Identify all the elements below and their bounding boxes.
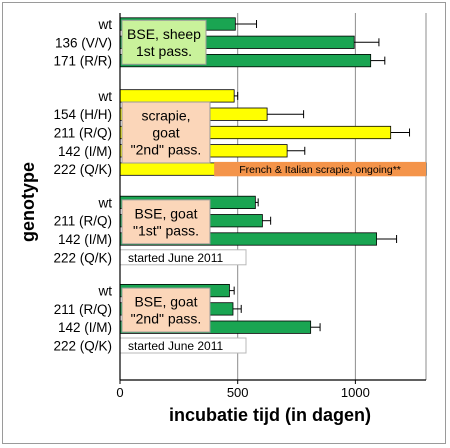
group-label-line: scrapie, [141, 108, 190, 124]
group-label-box-0 [121, 19, 207, 65]
genotype-label: wt [98, 17, 113, 32]
group-label-line: BSE, sheep [127, 26, 201, 42]
genotype-label: 211 (R/Q) [54, 126, 112, 141]
genotype-label: wt [98, 284, 113, 299]
genotype-label: wt [98, 89, 113, 104]
x-tick-label: 500 [227, 385, 249, 400]
group-label-box-1 [121, 101, 211, 164]
group-label-line: "2nd" pass. [131, 311, 202, 327]
overlay-bar-1-4 [214, 161, 426, 177]
genotype-label: 142 (I/M) [58, 232, 112, 247]
genotype-label: 211 (R/Q) [54, 214, 112, 229]
group-label-line: goat [152, 125, 179, 141]
genotype-label: 142 (I/M) [58, 320, 112, 335]
bar-1-0 [119, 89, 235, 103]
genotype-label: 222 (Q/K) [53, 162, 112, 177]
genotype-label: 222 (Q/K) [53, 339, 112, 354]
group-label-line: BSE, goat [134, 294, 197, 310]
x-tick-label: 1000 [341, 385, 370, 400]
x-axis-title: incubatie tijd (in dagen) [169, 405, 371, 425]
group-label-box-3 [121, 287, 211, 333]
note-label: started June 2011 [128, 339, 224, 353]
genotype-label: 154 (H/H) [53, 107, 112, 122]
group-label-line: BSE, goat [134, 205, 197, 221]
group-label-line: 1st pass. [136, 43, 192, 59]
genotype-label: 222 (Q/K) [53, 250, 112, 265]
group-label-box-2 [121, 199, 211, 245]
group-label-line: "1st" pass. [133, 222, 199, 238]
y-axis-title: genotype [18, 162, 38, 242]
overlay-label: French & Italian scrapie, ongoing** [239, 164, 401, 176]
genotype-label: 171 (R/R) [53, 54, 112, 69]
genotype-label: 142 (I/M) [58, 144, 112, 159]
note-label: started June 2011 [128, 251, 224, 265]
axes: 0 500 1000 [116, 13, 426, 400]
genotype-label: wt [98, 195, 113, 210]
x-tick-label: 0 [116, 385, 123, 400]
group-label-line: "2nd" pass. [131, 142, 202, 158]
genotype-label: 211 (R/Q) [54, 302, 112, 317]
genotype-labels: wt 136 (V/V) 171 (R/R) wt 154 (H/H) 211 (R/Q)… [53, 17, 112, 354]
genotype-label: 136 (V/V) [55, 35, 112, 50]
